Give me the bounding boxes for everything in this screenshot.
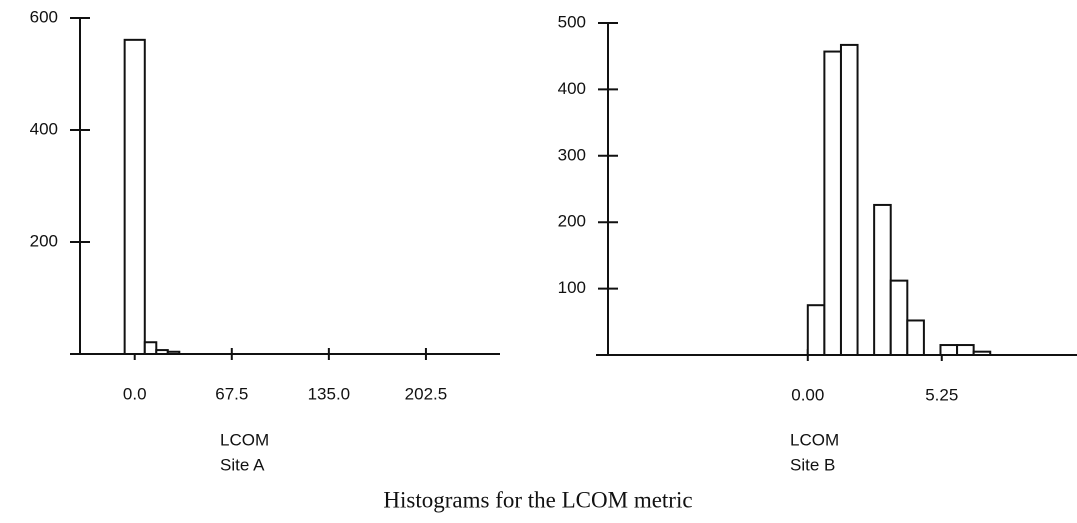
bar (873, 203, 892, 356)
site-label: Site A (220, 455, 265, 474)
y-tick-label: 500 (558, 12, 586, 31)
bar (143, 341, 158, 355)
x-axis-label: LCOM (790, 430, 839, 449)
site-label: Site B (790, 455, 835, 474)
bar (823, 50, 842, 356)
x-tick-label: 67.5 (215, 384, 248, 403)
y-tick-label: 300 (558, 145, 586, 164)
x-tick-label: 0.00 (791, 385, 824, 404)
y-tick-label: 100 (558, 278, 586, 297)
x-tick-label: 0.0 (123, 384, 147, 403)
y-tick-label: 400 (558, 79, 586, 98)
bar (906, 319, 925, 356)
bar (839, 43, 859, 357)
x-axis-label: LCOM (220, 430, 269, 449)
bar (806, 304, 826, 357)
bar (155, 349, 169, 355)
bar (889, 279, 909, 356)
bar (939, 344, 959, 357)
bar (123, 38, 146, 356)
x-tick-label: 5.25 (925, 385, 958, 404)
y-tick-label: 200 (30, 231, 58, 250)
bar (166, 350, 181, 356)
bar (972, 350, 992, 356)
y-tick-label: 400 (30, 119, 58, 138)
bar (956, 344, 975, 357)
x-tick-label: 135.0 (308, 384, 351, 403)
x-tick-label: 202.5 (405, 384, 448, 403)
caption: Histograms for the LCOM metric (383, 487, 692, 512)
y-tick-label: 600 (30, 7, 58, 26)
y-tick-label: 200 (558, 212, 586, 231)
